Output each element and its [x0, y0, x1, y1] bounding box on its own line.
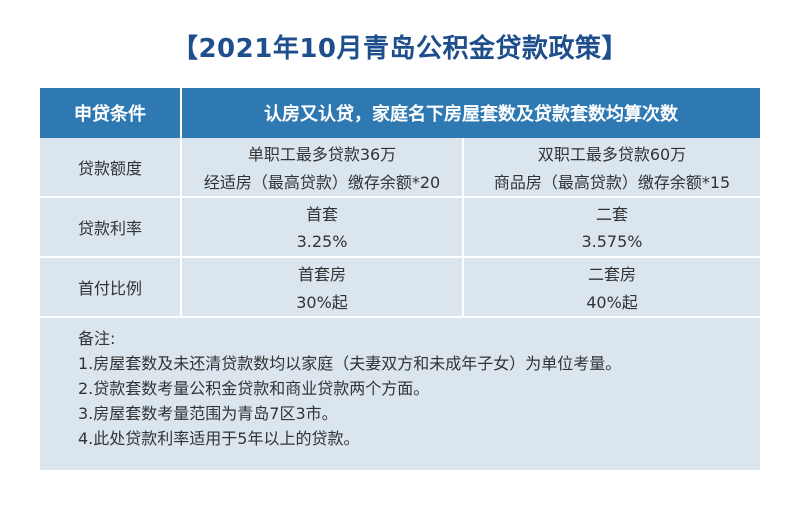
note-item: 4.此处贷款利率适用于5年以上的贷款。 [78, 429, 360, 448]
cell-down-first: 首套房 [297, 265, 346, 284]
cell-rate-second-value: 3.575% [581, 231, 643, 251]
row-divider [40, 316, 760, 318]
cell-loan-commercial: 商品房（最高贷款）缴存余额*15 [493, 173, 731, 192]
row-label-interest-rate: 贷款利率 [77, 219, 142, 238]
note-item: 2.贷款套数考量公积金贷款和商业贷款两个方面。 [78, 379, 430, 398]
center-divider [462, 258, 464, 316]
cell-down-first-value: 30%起 [296, 293, 348, 312]
notes-section: 备注: 1.房屋套数及未还清贷款数均以家庭（夫妻双方和未成年子女）为单位考量。 … [78, 326, 748, 451]
row-label-loan-amount: 贷款额度 [77, 159, 142, 178]
notes-heading: 备注: [78, 329, 116, 348]
note-item: 3.房屋套数考量范围为青岛7区3市。 [78, 404, 338, 423]
policy-table: 申贷条件 认房又认贷，家庭名下房屋套数及贷款套数均算次数 贷款额度 单职工最多贷… [40, 88, 760, 470]
header-divider [180, 88, 182, 138]
cell-loan-dual: 双职工最多贷款60万 [537, 145, 687, 164]
cell-rate-first-value: 3.25% [296, 231, 348, 251]
row-label-down-payment: 首付比例 [77, 279, 142, 298]
cell-rate-second: 二套 [595, 205, 628, 224]
center-divider [462, 198, 464, 256]
header-condition-value: 认房又认贷，家庭名下房屋套数及贷款套数均算次数 [264, 104, 678, 125]
center-divider [462, 138, 464, 196]
table-header: 申贷条件 认房又认贷，家庭名下房屋套数及贷款套数均算次数 [40, 88, 760, 138]
header-condition-label: 申贷条件 [74, 104, 146, 125]
cell-rate-first: 首套 [305, 205, 338, 224]
cell-down-second-value: 40%起 [586, 293, 638, 312]
row-divider [40, 256, 760, 258]
cell-loan-affordable: 经适房（最高贷款）缴存余额*20 [203, 173, 441, 192]
label-column-divider [180, 138, 182, 316]
note-item: 1.房屋套数及未还清贷款数均以家庭（夫妻双方和未成年子女）为单位考量。 [78, 354, 622, 373]
row-divider [40, 196, 760, 198]
cell-down-second: 二套房 [587, 265, 636, 284]
cell-loan-single: 单职工最多贷款36万 [247, 145, 397, 164]
page-title: 【2021年10月青岛公积金贷款政策】 [171, 34, 629, 64]
